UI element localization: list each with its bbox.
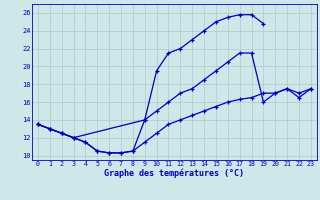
X-axis label: Graphe des températures (°C): Graphe des températures (°C) [104, 169, 244, 178]
